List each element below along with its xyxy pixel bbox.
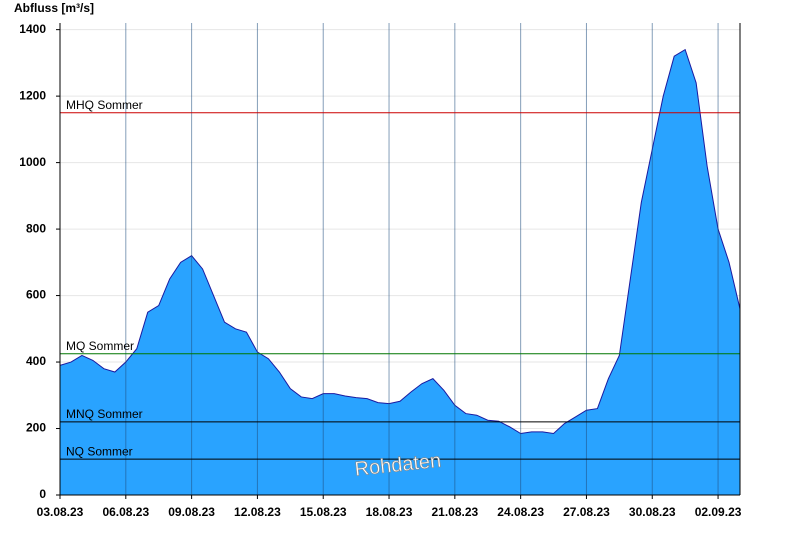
x-tick-label: 18.08.23 (366, 505, 413, 519)
area-line (59, 48, 741, 435)
y-tick-label: 1400 (19, 22, 46, 36)
area-fill (60, 49, 740, 495)
y-tick-label: 1200 (19, 88, 46, 102)
y-tick-label: 400 (26, 354, 46, 368)
x-tick-label: 15.08.23 (300, 505, 347, 519)
y-tick-label: 200 (26, 421, 46, 435)
reference-label: NQ Sommer (66, 444, 133, 458)
reference-label: MNQ Sommer (66, 407, 143, 421)
y-tick-label: 0 (39, 487, 46, 501)
x-tick-label: 27.08.23 (563, 505, 610, 519)
y-tick-label: 600 (26, 288, 46, 302)
x-tick-label: 12.08.23 (234, 505, 281, 519)
reference-label: MHQ Sommer (66, 98, 143, 112)
x-tick-label: 24.08.23 (497, 505, 544, 519)
x-tick-label: 02.09.23 (695, 505, 742, 519)
x-tick-label: 09.08.23 (168, 505, 215, 519)
y-tick-label: 1000 (19, 155, 46, 169)
y-tick-label: 800 (26, 221, 46, 235)
x-tick-label: 30.08.23 (629, 505, 676, 519)
y-axis-label: Abfluss [m³/s] (14, 1, 94, 15)
x-tick-label: 21.08.23 (431, 505, 478, 519)
reference-label: MQ Sommer (66, 339, 134, 353)
x-tick-label: 03.08.23 (37, 505, 84, 519)
x-tick-label: 06.08.23 (102, 505, 149, 519)
